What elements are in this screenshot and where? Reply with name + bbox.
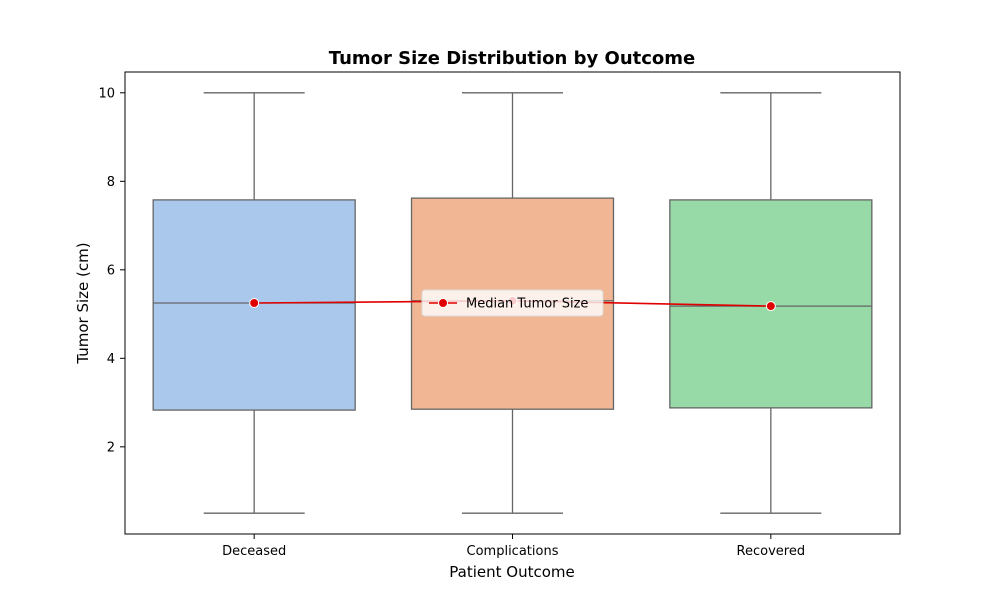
y-tick-label-4: 4 <box>107 352 115 367</box>
median-marker-deceased <box>249 298 260 308</box>
legend-label: Median Tumor Size <box>466 297 588 312</box>
x-tick-label-deceased: Deceased <box>222 544 286 559</box>
chart-title: Tumor Size Distribution by Outcome <box>329 48 695 69</box>
y-tick-label-10: 10 <box>98 86 115 101</box>
x-tick-label-complications: Complications <box>467 544 559 559</box>
y-tick-label-8: 8 <box>107 175 115 190</box>
x-axis-label: Patient Outcome <box>449 563 574 581</box>
x-tick-label-recovered: Recovered <box>737 544 806 559</box>
y-axis-label: Tumor Size (cm) <box>74 242 92 364</box>
y-tick-label-6: 6 <box>107 263 115 278</box>
legend-box <box>421 289 604 317</box>
plot-area: 2 4 6 8 10 Deceased Complications Recovered Medi… <box>98 71 901 559</box>
legend-marker-swatch <box>438 298 448 308</box>
y-tick-label-2: 2 <box>107 440 115 455</box>
median-marker-recovered <box>765 301 776 312</box>
